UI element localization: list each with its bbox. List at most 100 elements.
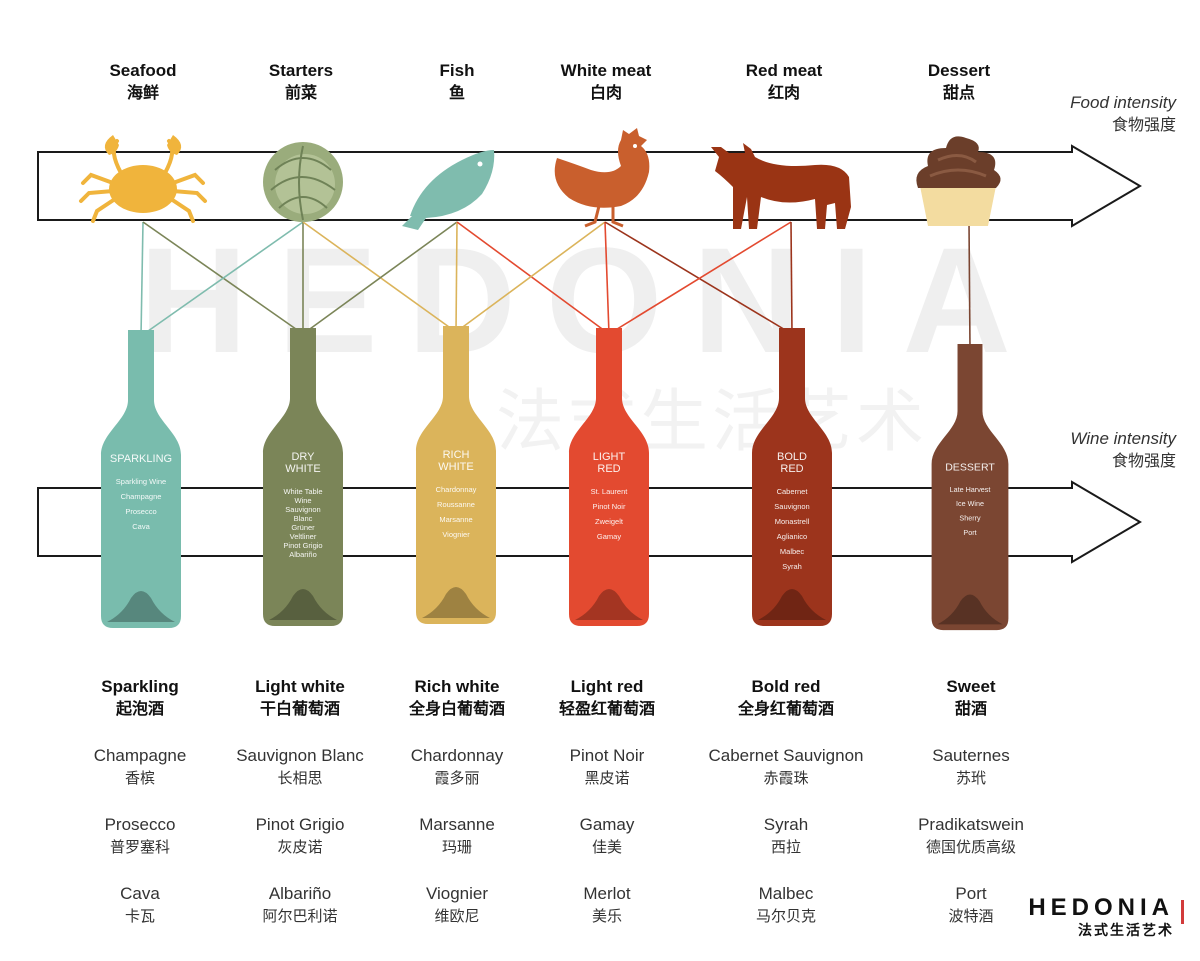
wine-item: Prosecco 普罗塞科: [50, 814, 230, 858]
pairing-link: [455, 221, 606, 333]
food-intensity-zh: 食物强度: [1111, 115, 1176, 134]
wine-bottle: DESSERT Late Harvest Ice Wine Sherry Port: [931, 344, 1009, 631]
bottle-sediment: [937, 594, 1003, 625]
bottle-grape: Marsanne: [439, 515, 472, 524]
bottle-sediment: [107, 591, 175, 622]
cupcake-icon: [916, 136, 1001, 226]
wine-column-light-red: Light red 轻盈红葡萄酒 Pinot Noir 黑皮诺 Gamay 佳美 M…: [517, 676, 697, 927]
bottle-sediment: [575, 589, 643, 620]
bottle-grape: Grüner: [291, 523, 315, 532]
food-header-dessert: Dessert 甜点: [889, 60, 1029, 104]
bottle-title: BOLD: [777, 451, 807, 463]
bottle-grape: Syrah: [782, 562, 802, 571]
pairing-link: [968, 221, 971, 351]
wine-item: Malbec 马尔贝克: [686, 883, 886, 927]
food-name-zh: 前菜: [284, 83, 317, 102]
bottle-body: [752, 328, 832, 626]
food-name-en: Dessert: [927, 61, 991, 80]
bottle-grape: Aglianico: [777, 532, 807, 541]
wine-item: Cava 卡瓦: [50, 883, 230, 927]
wine-item: Merlot 美乐: [517, 883, 697, 927]
pairing-link: [604, 221, 610, 335]
pairing-link: [140, 221, 304, 337]
wine-name-zh: 佳美: [591, 838, 622, 856]
cabbage-icon: [263, 142, 343, 222]
wine-bottles: SPARKLING Sparkling Wine Champagne Prosecco…: [101, 326, 1009, 631]
wine-name-zh: 美乐: [591, 907, 622, 925]
wine-item: Port 波特酒: [881, 883, 1061, 927]
food-intensity-en: Food intensity: [1070, 93, 1176, 112]
wine-name-en: Viognier: [425, 884, 489, 903]
bottle-grape: Blanc: [294, 514, 313, 523]
food-name-zh: 海鲜: [126, 83, 159, 102]
wine-name-en: Sauvignon Blanc: [236, 746, 364, 765]
bottle-title: RED: [780, 463, 803, 475]
wine-style-zh: 全身白葡萄酒: [408, 699, 505, 718]
bottle-body: [931, 344, 1009, 631]
bottle-body: [263, 328, 343, 626]
pairing-links: [140, 221, 971, 351]
wine-name-zh: 德国优质高级: [925, 838, 1016, 856]
food-header-white-meat: White meat 白肉: [536, 60, 676, 104]
crab-icon: [79, 135, 207, 223]
wine-item: Pinot Noir 黑皮诺: [517, 745, 697, 789]
bottle-grape: Gamay: [597, 532, 621, 541]
pairing-link: [790, 221, 793, 335]
wine-item: Marsanne 玛珊: [367, 814, 547, 858]
bottle-grape: Cabernet: [777, 487, 809, 496]
bottle-grape: Pinot Grigio: [283, 541, 322, 550]
wine-item: Cabernet Sauvignon 赤霞珠: [686, 745, 886, 789]
wine-style-zh: 甜酒: [954, 699, 987, 718]
pairing-link: [455, 221, 458, 333]
wine-name-en: Gamay: [579, 815, 635, 834]
bottle-grape: Sauvignon: [774, 502, 809, 511]
wine-item: Chardonnay 霞多丽: [367, 745, 547, 789]
wine-name-zh: 黑皮诺: [584, 769, 630, 787]
wine-style-en: Light red: [570, 677, 644, 696]
pairing-link: [302, 221, 458, 335]
wine-name-zh: 维欧尼: [434, 907, 480, 925]
bottle-title: RED: [597, 463, 620, 475]
bottle-body: [569, 328, 649, 626]
watermark-sub: 法式生活艺术: [496, 383, 928, 462]
bottle-grape: Prosecco: [125, 507, 156, 516]
brand-accent-bar: [1181, 900, 1184, 924]
wine-item: Sauternes 苏玳: [881, 745, 1061, 789]
bottle-grape: Cava: [132, 522, 150, 531]
bottle-grape: Albariño: [289, 550, 317, 559]
pairing-link: [302, 221, 457, 333]
wine-column-light-white: Light white 干白葡萄酒 Sauvignon Blanc 长相思 Pin…: [210, 676, 390, 927]
bottle-sediment: [269, 589, 337, 620]
bottle-grape: Sherry: [959, 514, 981, 523]
wine-item: Syrah 西拉: [686, 814, 886, 858]
bottle-title: RICH: [443, 449, 470, 461]
bottle-grape: Sparkling Wine: [116, 477, 166, 486]
food-name-en: Seafood: [109, 61, 177, 80]
wine-name-en: Cava: [120, 884, 160, 903]
food-header-seafood: Seafood 海鲜: [73, 60, 213, 104]
food-header-fish: Fish 鱼: [387, 60, 527, 104]
wine-name-zh: 赤霞珠: [763, 769, 809, 787]
wine-column-rich-white: Rich white 全身白葡萄酒 Chardonnay 霞多丽 Marsanne…: [367, 676, 547, 927]
wine-style-en: Light white: [255, 677, 345, 696]
wine-item: Albariño 阿尔巴利诺: [210, 883, 390, 927]
wine-style-zh: 干白葡萄酒: [259, 699, 340, 718]
pairing-link: [608, 221, 792, 335]
bottle-grape: Champagne: [121, 492, 162, 501]
brand-subtitle: 法式生活艺术: [1078, 923, 1174, 939]
wine-name-en: Pinot Noir: [569, 746, 645, 765]
wine-item: Champagne 香槟: [50, 745, 230, 789]
food-name-zh: 甜点: [942, 83, 975, 102]
wine-name-zh: 灰皮诺: [277, 838, 323, 856]
bottle-title: DRY: [291, 451, 315, 463]
wine-item: Pinot Grigio 灰皮诺: [210, 814, 390, 858]
bottle-grape: Ice Wine: [956, 499, 984, 508]
food-name-zh: 白肉: [589, 83, 622, 102]
wine-intensity-en: Wine intensity: [1070, 429, 1176, 448]
wine-name-en: Prosecco: [104, 815, 176, 834]
